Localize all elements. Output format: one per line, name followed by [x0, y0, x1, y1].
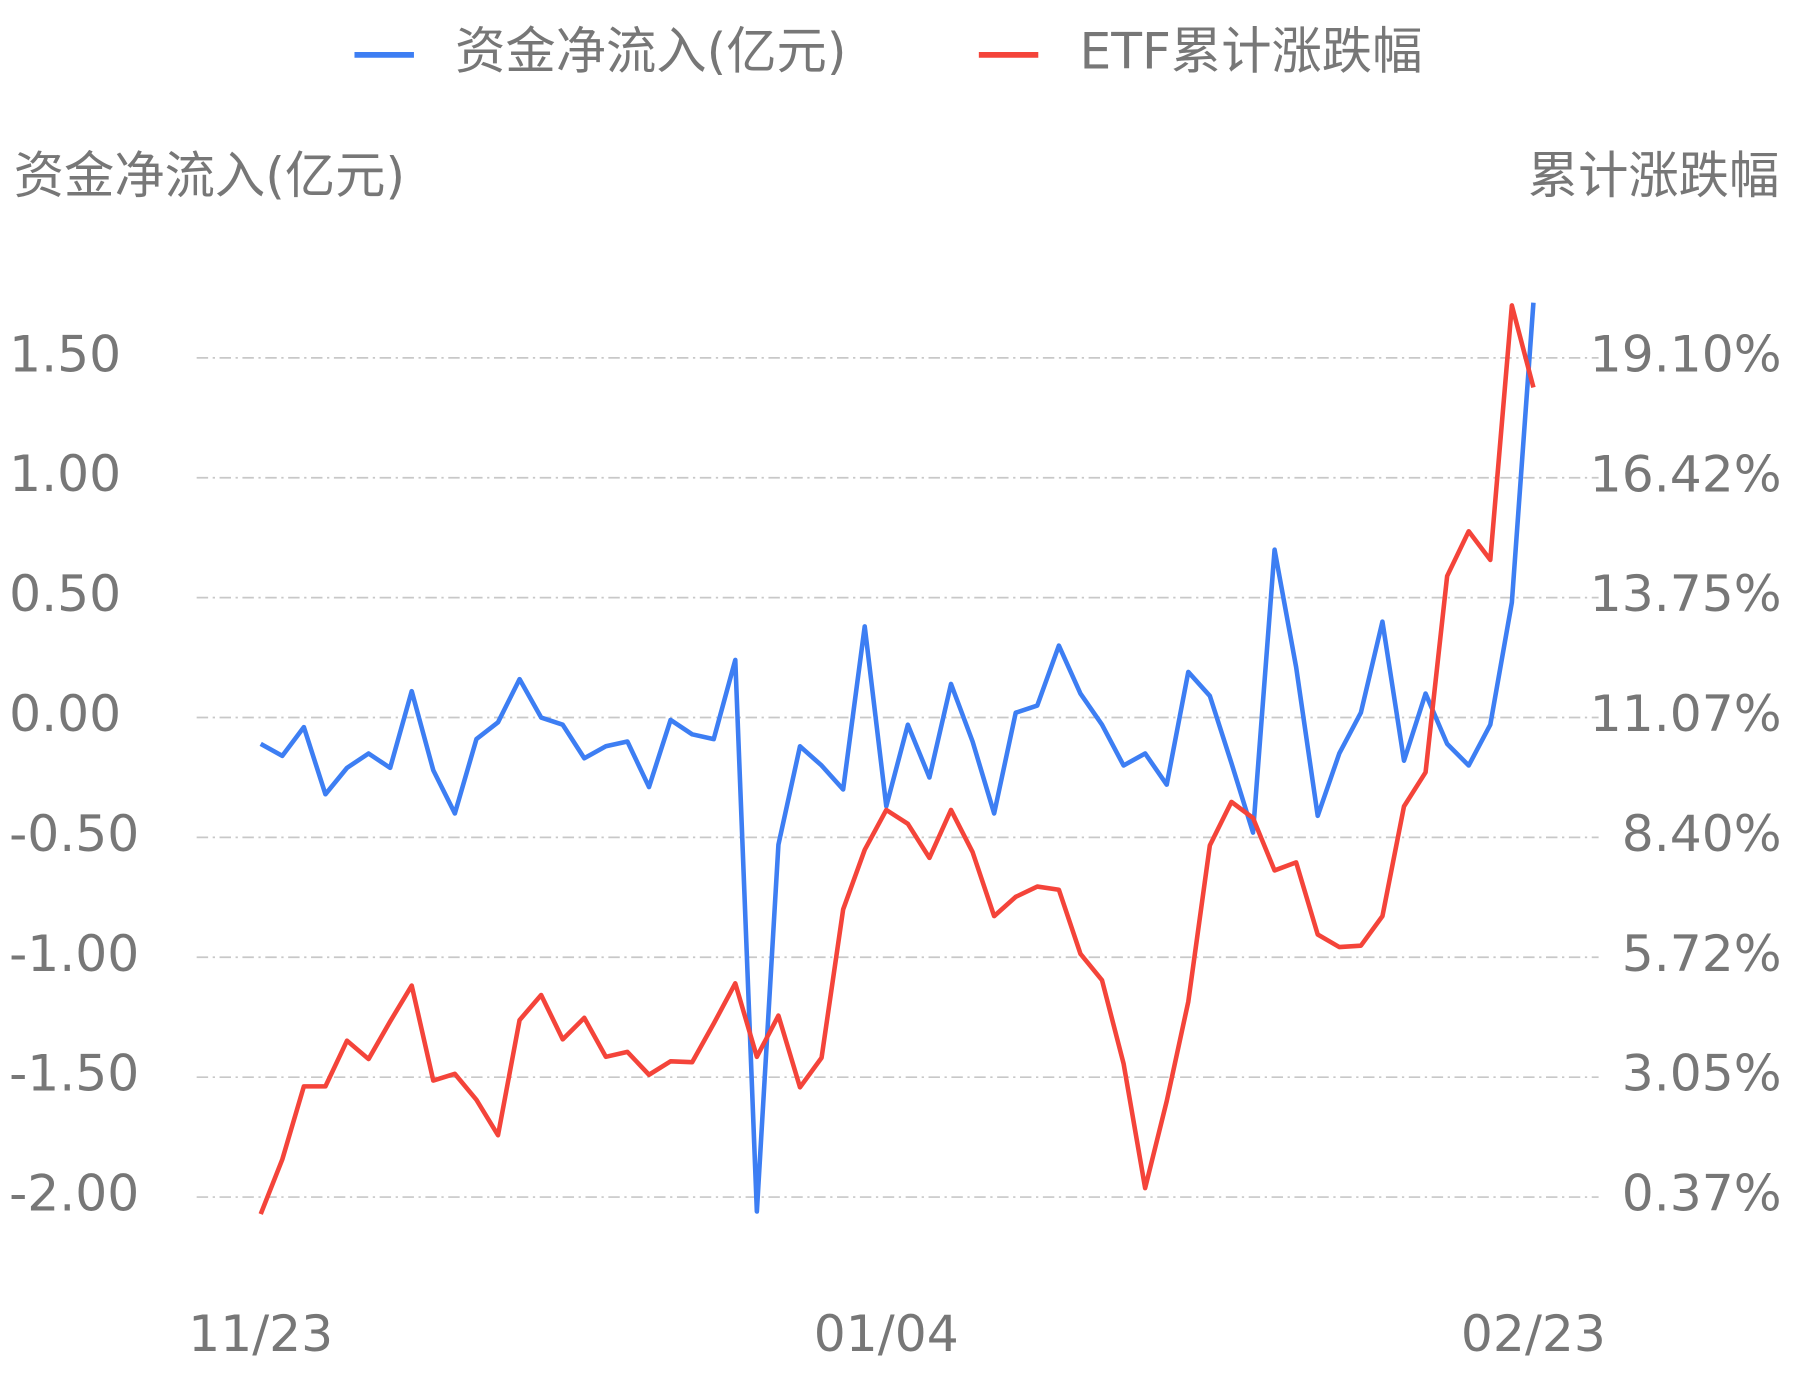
y2-tick-label: 11.07% [1590, 684, 1782, 743]
y2-tick-label: 0.37% [1622, 1164, 1782, 1223]
y2-axis-label: 累计涨跌幅 [1528, 146, 1780, 205]
line-series [259, 302, 1536, 1214]
y-tick-label: -1.00 [9, 924, 139, 983]
y2-tick-label: 13.75% [1590, 564, 1782, 623]
y-tick-label: -1.50 [9, 1044, 139, 1103]
y-tick-label: 1.00 [9, 444, 121, 503]
y2-tick-label: 8.40% [1622, 804, 1782, 863]
x-tick-label: 11/23 [188, 1304, 333, 1363]
y-tick-label: -0.50 [9, 804, 139, 863]
y-tick-label: 0.00 [9, 684, 121, 743]
legend-label: ETF累计涨跌幅 [1079, 21, 1422, 80]
line-series [258, 303, 1536, 1215]
y2-tick-label: 16.42% [1590, 444, 1782, 503]
y2-tick-label: 3.05% [1622, 1043, 1782, 1102]
y-axis-label: 资金净流入(亿元) [14, 146, 405, 205]
y2-tick-label: 19.10% [1590, 324, 1782, 383]
y2-tick-label: 5.72% [1622, 924, 1782, 983]
y-tick-label: 1.50 [9, 324, 121, 383]
x-tick-label: 02/23 [1461, 1304, 1606, 1363]
y-tick-label: -2.00 [9, 1164, 139, 1223]
x-tick-label: 01/04 [814, 1304, 959, 1363]
legend-label: 资金净流入(亿元) [455, 21, 846, 80]
y-tick-label: 0.50 [9, 564, 121, 623]
